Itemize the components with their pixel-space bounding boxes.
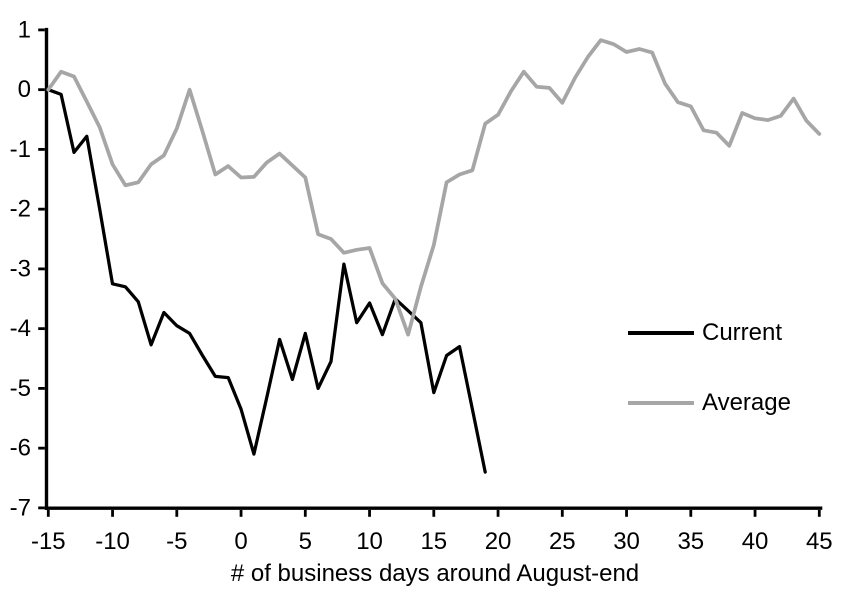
y-tick-label-1: 1 [18, 16, 31, 43]
legend: Current Average [628, 316, 791, 420]
x-tick-label-15: 15 [420, 528, 447, 555]
y-tick-label--6: -6 [10, 435, 31, 462]
legend-label-average: Average [702, 389, 791, 416]
y-tick-label--5: -5 [10, 375, 31, 402]
x-tick-label-45: 45 [806, 528, 833, 555]
average-line [46, 38, 822, 337]
y-tick-label--4: -4 [10, 315, 31, 342]
x-tick-label-20: 20 [485, 528, 512, 555]
legend-item-average: Average [628, 386, 791, 420]
y-tick-label--3: -3 [10, 255, 31, 282]
x-tick-label-40: 40 [742, 528, 769, 555]
y-tick-label-0: 0 [18, 76, 31, 103]
x-tick-label-30: 30 [613, 528, 640, 555]
x-axis-title: # of business days around August-end [230, 560, 640, 587]
legend-label-current: Current [702, 319, 783, 346]
y-tick-label--2: -2 [10, 196, 31, 223]
current-line-swatch [628, 331, 694, 335]
average-line-swatch [628, 401, 694, 405]
current-line [46, 88, 487, 474]
x-tick-label-5: 5 [299, 528, 312, 555]
legend-item-current: Current [628, 316, 791, 350]
x-tick-label-10: 10 [356, 528, 383, 555]
x-tick-label--15: -15 [31, 528, 66, 555]
x-tick-label-25: 25 [549, 528, 576, 555]
y-tick-label--1: -1 [10, 136, 31, 163]
x-tick-label--5: -5 [166, 528, 187, 555]
y-tick-label--7: -7 [10, 494, 31, 521]
x-tick-label-0: 0 [234, 528, 247, 555]
x-tick-label--10: -10 [95, 528, 130, 555]
x-tick-label-35: 35 [677, 528, 704, 555]
